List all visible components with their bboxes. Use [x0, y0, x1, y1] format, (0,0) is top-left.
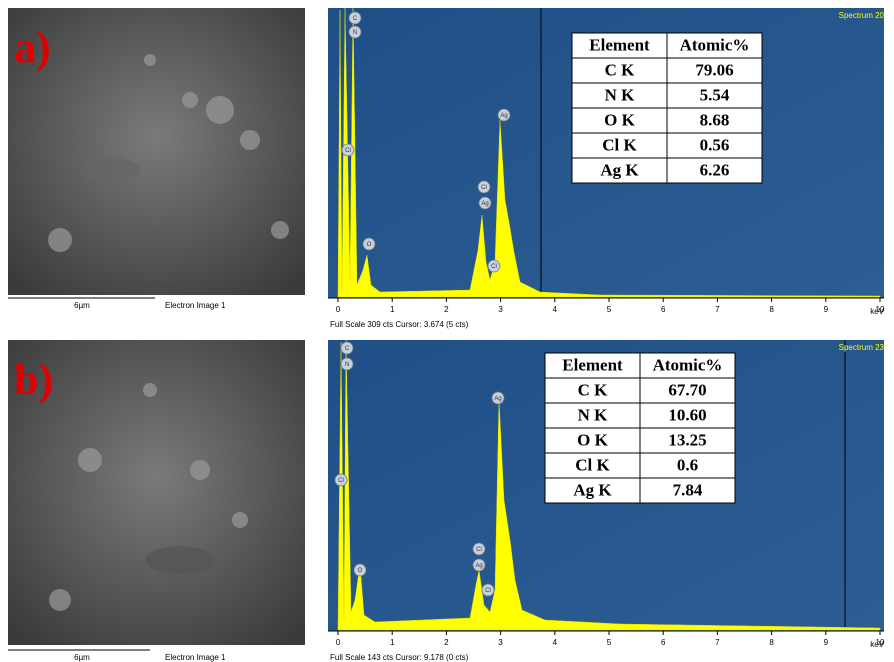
peak-marker	[472, 542, 486, 556]
x-tick-label: 1	[390, 305, 395, 314]
peak-marker	[478, 196, 492, 210]
table-cell: Ag K	[600, 160, 639, 179]
x-unit: keV	[870, 307, 884, 316]
panel-label: b)	[14, 355, 53, 404]
peak-label: Cl	[345, 148, 351, 154]
peak-label: Cl	[491, 264, 497, 270]
table-cell: Ag K	[573, 480, 612, 499]
table-cell: O K	[604, 110, 635, 129]
x-tick-label: 5	[607, 305, 612, 314]
table-header: Element	[589, 35, 650, 54]
x-tick-label: 4	[553, 638, 558, 647]
table-cell: 0.56	[700, 135, 730, 154]
peak-marker	[487, 259, 501, 273]
table-header: Atomic%	[653, 355, 723, 374]
status-bar: Full Scale 309 cts Cursor: 3.674 (5 cts)	[330, 320, 469, 329]
scale-bar-label: 6µm	[74, 301, 90, 310]
x-tick-label: 4	[553, 305, 558, 314]
sem-image	[8, 8, 305, 295]
peak-label: Cl	[338, 478, 344, 484]
table-cell: 67.70	[668, 380, 706, 399]
peak-label: Cl	[476, 547, 482, 553]
peak-marker	[340, 357, 354, 371]
spectrum	[337, 7, 881, 298]
peak-marker	[497, 108, 511, 122]
table-cell: 8.68	[700, 110, 730, 129]
peak-marker	[353, 563, 367, 577]
spectrum	[337, 339, 881, 631]
peak-marker	[472, 558, 486, 572]
table-cell: Cl K	[575, 455, 610, 474]
peak-label: N	[345, 362, 349, 368]
table-header: Atomic%	[680, 35, 750, 54]
x-tick-label: 9	[824, 638, 829, 647]
peak-label: N	[353, 30, 357, 36]
peak-label: Ag	[500, 113, 507, 119]
peak-marker	[481, 583, 495, 597]
peak-marker	[348, 11, 362, 25]
image-caption: Electron Image 1	[165, 653, 226, 662]
x-tick-label: 8	[769, 638, 774, 647]
x-tick-label: 0	[336, 638, 341, 647]
peak-label: Ag	[475, 563, 482, 569]
peak-label: Cl	[485, 588, 491, 594]
peak-label: Ag	[481, 201, 488, 207]
table-cell: 10.60	[668, 405, 706, 424]
peak-marker	[491, 391, 505, 405]
peak-label: O	[358, 568, 363, 574]
panel-label: a)	[14, 23, 51, 72]
x-tick-label: 8	[769, 305, 774, 314]
x-tick-label: 0	[336, 305, 341, 314]
peak-label: C	[353, 16, 358, 22]
x-tick-label: 7	[715, 638, 720, 647]
image-caption: Electron Image 1	[165, 301, 226, 310]
peak-marker	[477, 180, 491, 194]
sem-texture	[49, 383, 248, 611]
peak-marker	[348, 25, 362, 39]
table-cell: C K	[578, 380, 609, 399]
status-bar: Full Scale 143 cts Cursor: 9.178 (0 cts)	[330, 653, 469, 662]
x-tick-label: 9	[824, 305, 829, 314]
peak-marker	[362, 237, 376, 251]
x-tick-label: 2	[444, 305, 449, 314]
x-tick-label: 7	[715, 305, 720, 314]
x-tick-label: 6	[661, 305, 666, 314]
table-cell: C K	[605, 60, 636, 79]
peak-marker	[341, 143, 355, 157]
table-cell: N K	[578, 405, 609, 424]
table-header: Element	[562, 355, 623, 374]
table-cell: Cl K	[602, 135, 637, 154]
spectrum-title: Spectrum 20	[839, 11, 885, 20]
peak-label: O	[367, 242, 372, 248]
x-tick-label: 5	[607, 638, 612, 647]
x-tick-label: 3	[498, 638, 503, 647]
peak-marker	[334, 473, 348, 487]
table-cell: 0.6	[677, 455, 698, 474]
x-tick-label: 3	[498, 305, 503, 314]
peak-marker	[340, 341, 354, 355]
x-tick-label: 10	[876, 638, 885, 647]
x-tick-label: 1	[390, 638, 395, 647]
peak-label: Ag	[494, 396, 501, 402]
table-cell: 79.06	[695, 60, 733, 79]
x-tick-label: 6	[661, 638, 666, 647]
table-cell: 13.25	[668, 430, 706, 449]
peak-label: C	[345, 346, 350, 352]
x-tick-label: 2	[444, 638, 449, 647]
peak-label: Cl	[481, 185, 487, 191]
spectrum-title: Spectrum 23	[839, 343, 885, 352]
table-cell: 7.84	[673, 480, 703, 499]
x-unit: keV	[870, 640, 884, 649]
table-cell: N K	[605, 85, 636, 104]
x-tick-label: 10	[876, 305, 885, 314]
table-cell: O K	[577, 430, 608, 449]
table-cell: 5.54	[700, 85, 730, 104]
sem-texture	[48, 54, 289, 252]
scale-bar-label: 6µm	[74, 653, 90, 662]
table-cell: 6.26	[700, 160, 730, 179]
